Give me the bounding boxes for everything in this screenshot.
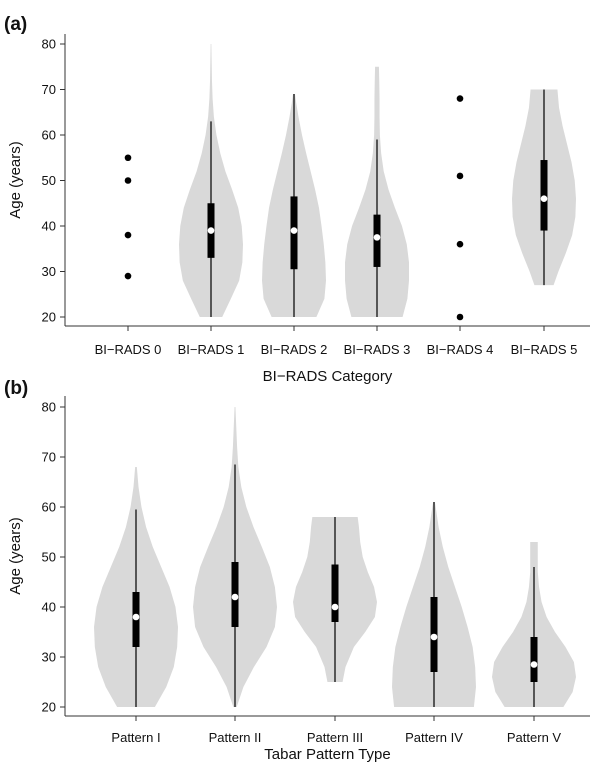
y-tick-label: 50 bbox=[42, 550, 56, 565]
y-tick-label: 20 bbox=[42, 700, 56, 715]
data-point bbox=[456, 172, 464, 180]
x-axis-title: BI−RADS Category bbox=[263, 368, 393, 385]
group-bi-rads-1 bbox=[179, 44, 243, 317]
group-bi-rads-3 bbox=[345, 66, 409, 317]
data-point bbox=[456, 95, 464, 102]
group-pattern-v bbox=[492, 542, 576, 707]
x-tick-label: BI−RADS 4 bbox=[427, 342, 494, 357]
data-point bbox=[456, 313, 464, 321]
iqr-box bbox=[373, 214, 381, 267]
y-tick-label: 80 bbox=[42, 400, 56, 415]
data-point bbox=[124, 177, 132, 184]
group-bi-rads-0 bbox=[124, 154, 132, 280]
y-axis-title: Age (years) bbox=[7, 141, 24, 219]
y-tick-label: 70 bbox=[42, 82, 56, 97]
x-axis-title: Tabar Pattern Type bbox=[264, 746, 390, 763]
x-tick-label: BI−RADS 3 bbox=[344, 342, 411, 357]
panel-label: (b) bbox=[4, 378, 28, 399]
x-tick-label: BI−RADS 0 bbox=[95, 342, 162, 357]
x-tick-label: Pattern I bbox=[111, 730, 160, 745]
median-point bbox=[231, 593, 239, 601]
median-point bbox=[207, 227, 215, 234]
data-point bbox=[124, 231, 132, 239]
x-tick-label: Pattern III bbox=[307, 730, 363, 745]
x-tick-label: Pattern IV bbox=[405, 730, 463, 745]
data-point bbox=[124, 272, 132, 280]
y-tick-label: 30 bbox=[42, 264, 56, 279]
y-tick-label: 40 bbox=[42, 600, 56, 615]
y-axis-title: Age (years) bbox=[7, 517, 24, 595]
y-tick-label: 20 bbox=[42, 310, 56, 325]
group-bi-rads-2 bbox=[262, 94, 326, 317]
median-point bbox=[540, 195, 548, 202]
panel-label: (a) bbox=[4, 14, 27, 35]
y-tick-label: 40 bbox=[42, 219, 56, 234]
median-point bbox=[132, 613, 140, 621]
group-bi-rads-4 bbox=[456, 95, 464, 321]
x-tick-label: BI−RADS 5 bbox=[511, 342, 578, 357]
iqr-box bbox=[530, 637, 538, 682]
x-tick-label: BI−RADS 1 bbox=[178, 342, 245, 357]
y-tick-label: 80 bbox=[42, 37, 56, 52]
data-point bbox=[124, 154, 132, 162]
chart-panel-a: (a) 20 30 40 50 60 70 80 Age (years) BI−RADS Cate… bbox=[4, 14, 590, 385]
iqr-box bbox=[331, 564, 339, 622]
group-pattern-iv bbox=[392, 502, 476, 707]
median-point bbox=[373, 234, 381, 241]
group-pattern-iii bbox=[293, 517, 377, 682]
y-tick-label: 50 bbox=[42, 173, 56, 188]
x-tick-label: Pattern V bbox=[507, 730, 562, 745]
data-point bbox=[456, 240, 464, 248]
group-pattern-ii bbox=[193, 407, 277, 707]
median-point bbox=[331, 603, 339, 611]
x-tick-label: BI−RADS 2 bbox=[261, 342, 328, 357]
median-point bbox=[530, 661, 538, 668]
median-point bbox=[430, 633, 438, 641]
iqr-box bbox=[540, 160, 548, 231]
group-bi-rads-5 bbox=[512, 89, 576, 286]
y-tick-label: 30 bbox=[42, 650, 56, 665]
x-tick-label: Pattern II bbox=[209, 730, 262, 745]
chart-panel-b: (b) 20 30 40 50 60 70 80 Age (years) Tabar Patter… bbox=[4, 378, 590, 763]
y-tick-label: 60 bbox=[42, 500, 56, 515]
y-tick-label: 60 bbox=[42, 128, 56, 143]
median-point bbox=[290, 227, 298, 234]
y-tick-label: 70 bbox=[42, 450, 56, 465]
group-pattern-i bbox=[94, 467, 178, 707]
